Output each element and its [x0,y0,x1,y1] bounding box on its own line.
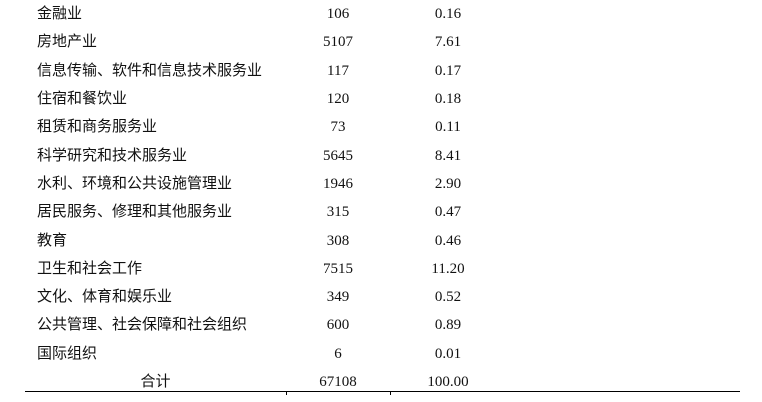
empty-cell [506,170,740,198]
cell-percent: 0.89 [434,317,462,334]
cell-count: 308 [326,232,350,249]
total-row: 合计 67108 100.00 [25,368,740,396]
table-row: 租赁和商务服务业 73 0.11 [25,113,740,141]
table-row: 住宿和餐饮业 120 0.18 [25,85,740,113]
cell-percent: 7.61 [434,34,462,51]
cell-name: 信息传输、软件和信息技术服务业 [37,62,263,79]
cell-name: 科学研究和技术服务业 [37,147,188,164]
table-row: 教育 308 0.46 [25,226,740,254]
table-row: 文化、体育和娱乐业 349 0.52 [25,283,740,311]
empty-cell [506,311,740,339]
table-row: 金融业 106 0.16 [25,0,740,28]
cell-name: 居民服务、修理和其他服务业 [37,204,233,221]
cell-count: 349 [326,289,350,306]
cell-percent: 8.41 [434,147,462,164]
empty-cell [506,57,740,85]
empty-cell [506,340,740,368]
cell-name: 国际组织 [37,345,98,362]
cell-count: 67108 [319,374,357,390]
empty-cell [506,113,740,141]
table-row: 房地产业 5107 7.61 [25,28,740,56]
bottom-rule [25,391,740,392]
column-divider-tick [286,391,287,395]
cell-percent: 0.01 [434,345,462,362]
cell-count: 5107 [323,34,353,51]
cell-percent: 0.52 [434,289,462,306]
cell-name: 公共管理、社会保障和社会组织 [37,317,248,334]
cell-percent: 0.16 [434,6,462,23]
cell-percent: 0.18 [434,91,462,108]
table-row: 国际组织 6 0.01 [25,340,740,368]
empty-cell [506,198,740,226]
table-row: 科学研究和技术服务业 5645 8.41 [25,141,740,169]
table-row: 卫生和社会工作 7515 11.20 [25,255,740,283]
table-row: 信息传输、软件和信息技术服务业 117 0.17 [25,57,740,85]
empty-cell [506,141,740,169]
cell-name: 租赁和商务服务业 [37,119,158,136]
cell-percent: 100.00 [427,374,469,390]
empty-cell [506,0,740,28]
cell-count: 120 [326,91,350,108]
cell-count: 117 [327,62,349,79]
cell-name: 文化、体育和娱乐业 [37,289,173,306]
cell-percent: 11.20 [431,260,465,277]
cell-count: 6 [334,345,342,362]
cell-count: 1946 [323,175,353,192]
cell-name: 金融业 [37,6,83,23]
cell-name: 水利、环境和公共设施管理业 [37,175,233,192]
table-row: 公共管理、社会保障和社会组织 600 0.89 [25,311,740,339]
table-body: 金融业 106 0.16 房地产业 5107 7.61 信息传输、软件和信息技术服务业 117… [25,0,740,396]
cell-percent: 0.11 [435,119,461,136]
table-row: 水利、环境和公共设施管理业 1946 2.90 [25,170,740,198]
cell-count: 73 [330,119,346,136]
cell-name: 教育 [37,232,68,249]
cell-count: 106 [326,6,350,23]
cell-percent: 2.90 [434,175,462,192]
cell-name: 卫生和社会工作 [37,260,143,277]
cell-name: 合计 [140,374,171,390]
cell-count: 7515 [323,260,353,277]
column-divider-tick [390,391,391,395]
empty-cell [506,283,740,311]
cell-count: 315 [326,204,350,221]
cell-percent: 0.47 [434,204,462,221]
cell-count: 5645 [323,147,353,164]
industry-table: 金融业 106 0.16 房地产业 5107 7.61 信息传输、软件和信息技术服务业 117… [25,0,740,396]
cell-percent: 0.17 [434,62,462,79]
cell-count: 600 [326,317,350,334]
empty-cell [506,28,740,56]
table-row: 居民服务、修理和其他服务业 315 0.47 [25,198,740,226]
cell-name: 住宿和餐饮业 [37,91,128,108]
cell-name: 房地产业 [37,34,98,51]
empty-cell [506,255,740,283]
empty-cell [506,85,740,113]
empty-cell [506,226,740,254]
cell-percent: 0.46 [434,232,462,249]
